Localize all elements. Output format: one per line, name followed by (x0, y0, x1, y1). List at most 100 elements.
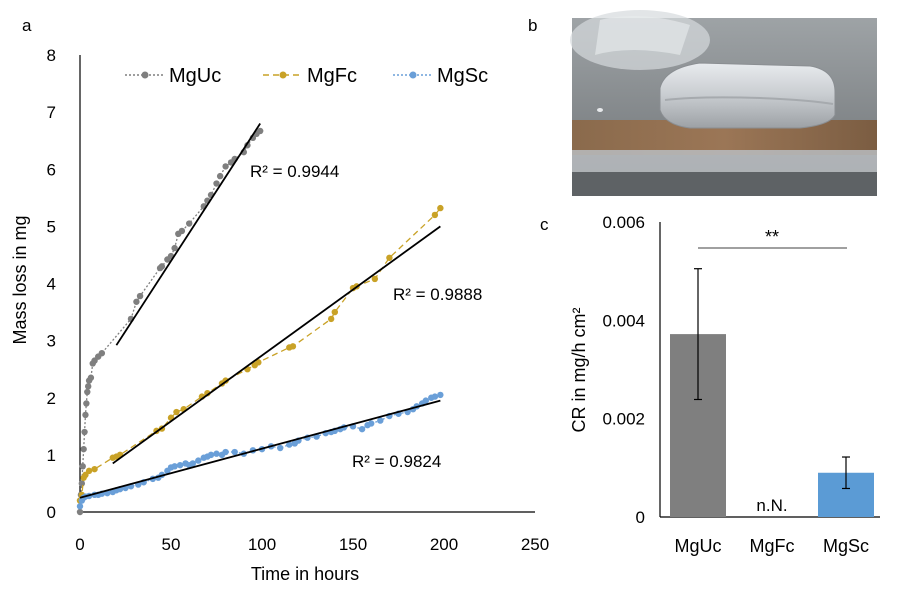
data-point-mguc (178, 227, 186, 235)
corrosion-rate-chart: 0 0.002 0.004 0.006 n.N. MgUc MgFc MgSc CR in… (569, 213, 880, 556)
c-bars: n.N. (670, 268, 874, 517)
c-y-tick-label: 0.004 (602, 311, 645, 330)
c-x-tick-labels: MgUc MgFc MgSc (674, 536, 869, 556)
data-point-mguc (186, 220, 193, 227)
data-point-mgsc (189, 460, 197, 467)
data-point-mgsc (358, 425, 366, 433)
c-y-tick-label: 0.006 (602, 213, 645, 232)
x-tick-labels: 0 50 100 150 200 250 (75, 535, 549, 554)
y-axis-title: Mass loss in mg (10, 215, 30, 344)
data-point-mguc (76, 508, 84, 516)
data-point-mgsc (222, 448, 229, 456)
x-tick-label: 50 (162, 535, 181, 554)
significance-label: ** (765, 227, 779, 247)
panel-label-b: b (528, 16, 537, 35)
legend-marker-mguc (141, 71, 149, 79)
data-point-mgsc (377, 417, 384, 424)
data-point-mguc (216, 172, 224, 180)
y-tick-label: 1 (47, 446, 56, 465)
legend: MgUc MgFc MgSc (125, 65, 488, 87)
data-point-mguc (136, 292, 144, 300)
y-tick-label: 6 (47, 160, 56, 179)
bar-label-mgfc: n.N. (756, 496, 787, 515)
data-point-mgsc (437, 391, 444, 399)
data-point-mgfc (173, 408, 180, 416)
data-point-mgsc (207, 451, 215, 459)
y-tick-label: 5 (47, 217, 56, 236)
data-point-mguc (79, 463, 86, 470)
y-tick-label: 2 (47, 389, 56, 408)
y-tick-label: 3 (47, 332, 56, 351)
legend-marker-mgfc (279, 71, 287, 79)
data-point-mguc (171, 244, 178, 252)
c-x-tick-label: MgFc (750, 536, 795, 556)
r2-label-mgfc: R² = 0.9888 (393, 285, 482, 304)
x-axis-title: Time in hours (251, 564, 359, 584)
y-tick-label: 8 (47, 46, 56, 65)
data-point-mgsc (286, 441, 293, 448)
data-point-mgsc (277, 444, 284, 452)
data-point-mgsc (231, 448, 238, 456)
data-point-mgsc (431, 393, 439, 400)
x-tick-label: 0 (75, 535, 84, 554)
data-point-mguc (84, 383, 92, 390)
data-point-mgfc (289, 343, 297, 350)
y-tick-labels: 0 1 2 3 4 5 6 7 8 (47, 46, 56, 522)
c-y-tick-labels: 0 0.002 0.004 0.006 (602, 213, 645, 527)
data-point-mguc (222, 163, 229, 170)
trendline-mguc (115, 123, 261, 346)
data-point-mguc (80, 445, 87, 453)
series-group (76, 123, 444, 516)
c-x-tick-label: MgUc (674, 536, 721, 556)
c-y-axis-title: CR in mg/h cm² (569, 307, 589, 432)
legend-marker-mgsc (409, 71, 417, 79)
y-tick-label: 4 (47, 275, 56, 294)
data-point-mguc (78, 480, 86, 487)
data-point-mgsc (176, 461, 184, 469)
data-point-mgfc (91, 465, 98, 473)
data-point-mgfc (327, 315, 335, 323)
data-point-mgfc (431, 211, 439, 219)
r2-label-mguc: R² = 0.9944 (250, 162, 339, 181)
data-point-mguc (82, 411, 89, 419)
data-point-mgsc (76, 503, 84, 510)
data-point-mguc (158, 263, 166, 270)
photo-mg-sample (659, 62, 836, 129)
sample-photo (570, 10, 877, 196)
data-point-mguc (84, 388, 91, 396)
data-point-mgsc (368, 420, 375, 427)
panel-label-c: c (540, 215, 549, 234)
data-point-mgfc (437, 204, 444, 212)
data-point-mgsc (171, 463, 178, 470)
panel-label-a: a (22, 16, 32, 35)
r2-label-mgsc: R² = 0.9824 (352, 452, 441, 471)
c-x-tick-label: MgSc (823, 536, 869, 556)
data-point-mgfc (85, 467, 93, 475)
data-point-mguc (87, 374, 95, 381)
photo-dish-rim (572, 150, 877, 175)
legend-label-mguc: MgUc (169, 65, 221, 87)
photo-dish-shadow (572, 172, 877, 196)
data-point-mgfc (386, 254, 393, 261)
x-tick-label: 250 (521, 535, 549, 554)
data-point-mguc (213, 180, 220, 187)
data-point-mguc (81, 428, 88, 436)
data-point-mgsc (195, 457, 202, 464)
data-point-mgsc (213, 450, 220, 457)
c-y-tick-label: 0 (636, 508, 645, 527)
photo-bubble (597, 108, 603, 112)
data-point-mgsc (422, 397, 429, 404)
x-tick-label: 200 (430, 535, 458, 554)
data-point-mgfc (331, 308, 338, 316)
x-tick-label: 150 (339, 535, 367, 554)
legend-label-mgsc: MgSc (437, 65, 488, 87)
legend-label-mgfc: MgFc (307, 65, 357, 87)
data-point-mguc (83, 400, 90, 407)
c-y-tick-label: 0.002 (602, 410, 645, 429)
trendline-mgfc (112, 225, 441, 465)
y-tick-label: 7 (47, 103, 56, 122)
series-line-mguc (79, 130, 261, 513)
data-point-mgfc (371, 275, 379, 283)
